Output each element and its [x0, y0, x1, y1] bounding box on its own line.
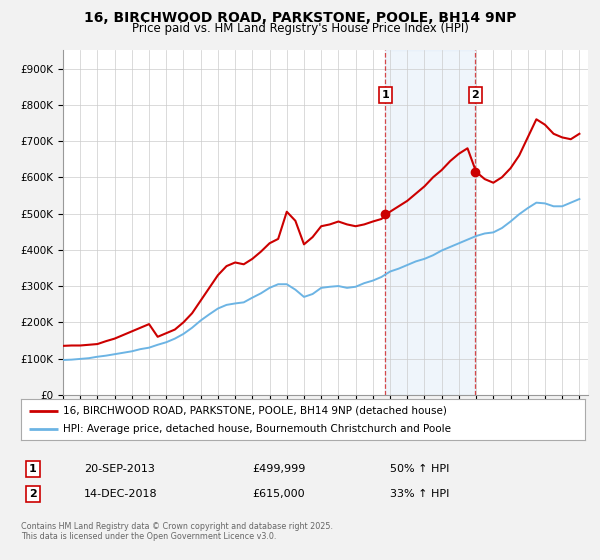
Text: £615,000: £615,000 — [252, 489, 305, 499]
Text: 1: 1 — [29, 464, 37, 474]
Text: HPI: Average price, detached house, Bournemouth Christchurch and Poole: HPI: Average price, detached house, Bour… — [64, 424, 451, 434]
Text: 16, BIRCHWOOD ROAD, PARKSTONE, POOLE, BH14 9NP (detached house): 16, BIRCHWOOD ROAD, PARKSTONE, POOLE, BH… — [64, 405, 447, 416]
Text: 33% ↑ HPI: 33% ↑ HPI — [390, 489, 449, 499]
Text: Price paid vs. HM Land Registry's House Price Index (HPI): Price paid vs. HM Land Registry's House … — [131, 22, 469, 35]
Text: 20-SEP-2013: 20-SEP-2013 — [84, 464, 155, 474]
Text: 14-DEC-2018: 14-DEC-2018 — [84, 489, 158, 499]
Text: 2: 2 — [472, 90, 479, 100]
Text: £499,999: £499,999 — [252, 464, 305, 474]
Text: 16, BIRCHWOOD ROAD, PARKSTONE, POOLE, BH14 9NP: 16, BIRCHWOOD ROAD, PARKSTONE, POOLE, BH… — [84, 11, 516, 25]
Text: 50% ↑ HPI: 50% ↑ HPI — [390, 464, 449, 474]
Text: 2: 2 — [29, 489, 37, 499]
Text: 1: 1 — [382, 90, 389, 100]
Text: Contains HM Land Registry data © Crown copyright and database right 2025.
This d: Contains HM Land Registry data © Crown c… — [21, 522, 333, 542]
Bar — [385, 50, 475, 395]
